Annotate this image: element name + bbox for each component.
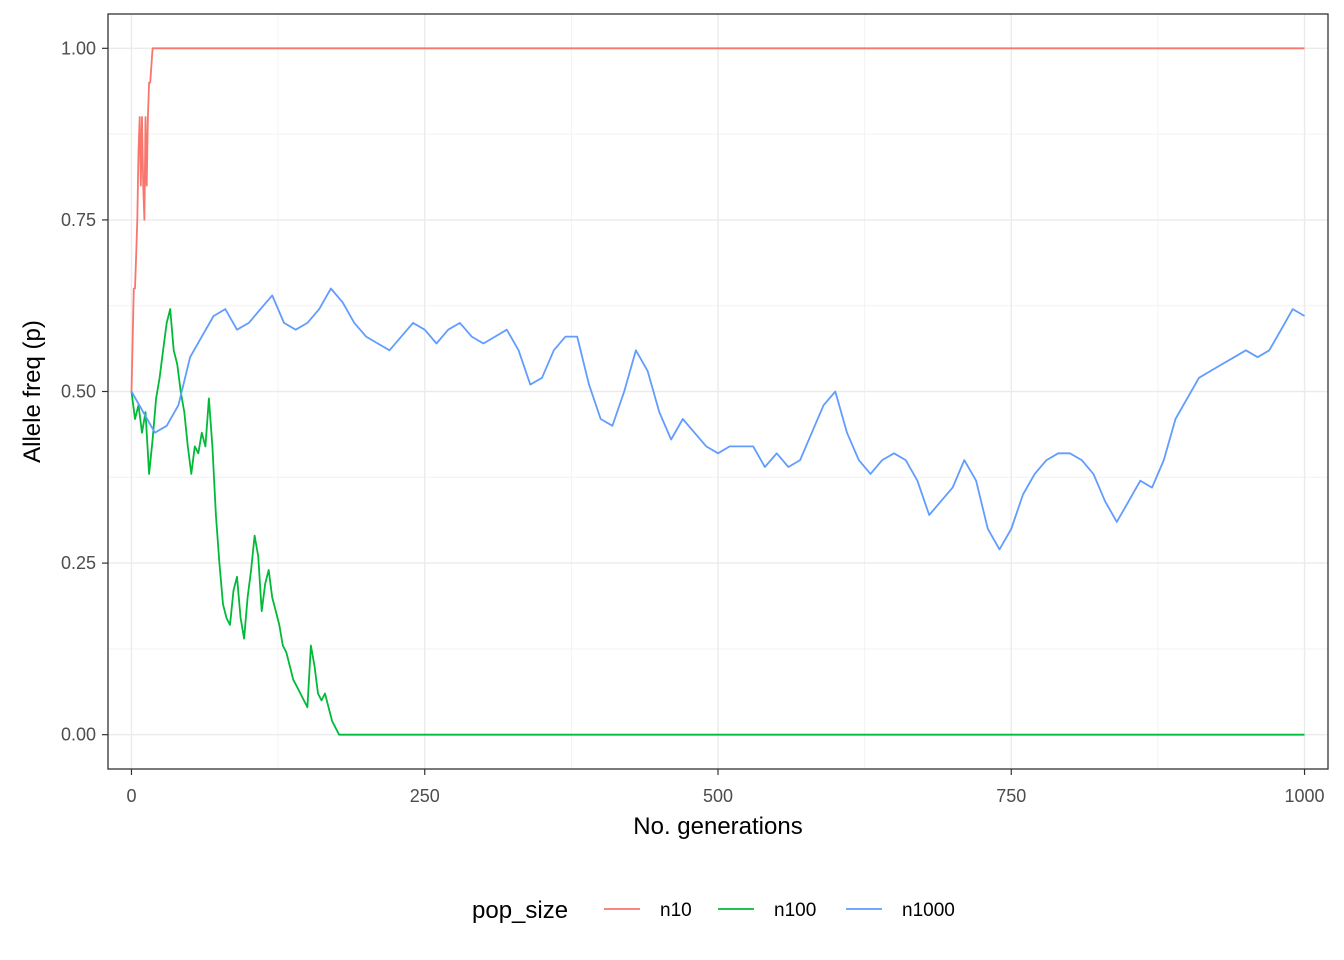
y-axis: 0.00 0.25 0.50 0.75 1.00 [61,38,108,745]
x-tick-label: 500 [703,786,733,806]
x-tick-label: 1000 [1285,786,1325,806]
y-axis-title: Allele freq (p) [19,320,46,463]
series-layer [130,47,1305,736]
y-tick-label: 0.00 [61,725,96,745]
y-tick-label: 1.00 [61,38,96,58]
series-line-n1000 [130,287,1305,551]
series-line-n10 [130,47,1305,392]
series-line-n100 [130,308,1305,736]
x-tick-label: 250 [410,786,440,806]
y-tick-label: 0.50 [61,382,96,402]
y-tick-label: 0.25 [61,553,96,573]
legend-label-n100: n100 [774,900,816,921]
legend-title: pop_size [472,897,568,924]
y-tick-label: 0.75 [61,210,96,230]
legend-label-n1000: n1000 [902,900,955,921]
x-axis: 0 250 500 750 1000 [126,769,1325,806]
legend-label-n10: n10 [660,900,692,921]
x-axis-title: No. generations [633,813,802,840]
legend: pop_size n10 n100 n1000 [472,897,955,924]
x-tick-label: 0 [126,786,136,806]
x-tick-label: 750 [996,786,1026,806]
